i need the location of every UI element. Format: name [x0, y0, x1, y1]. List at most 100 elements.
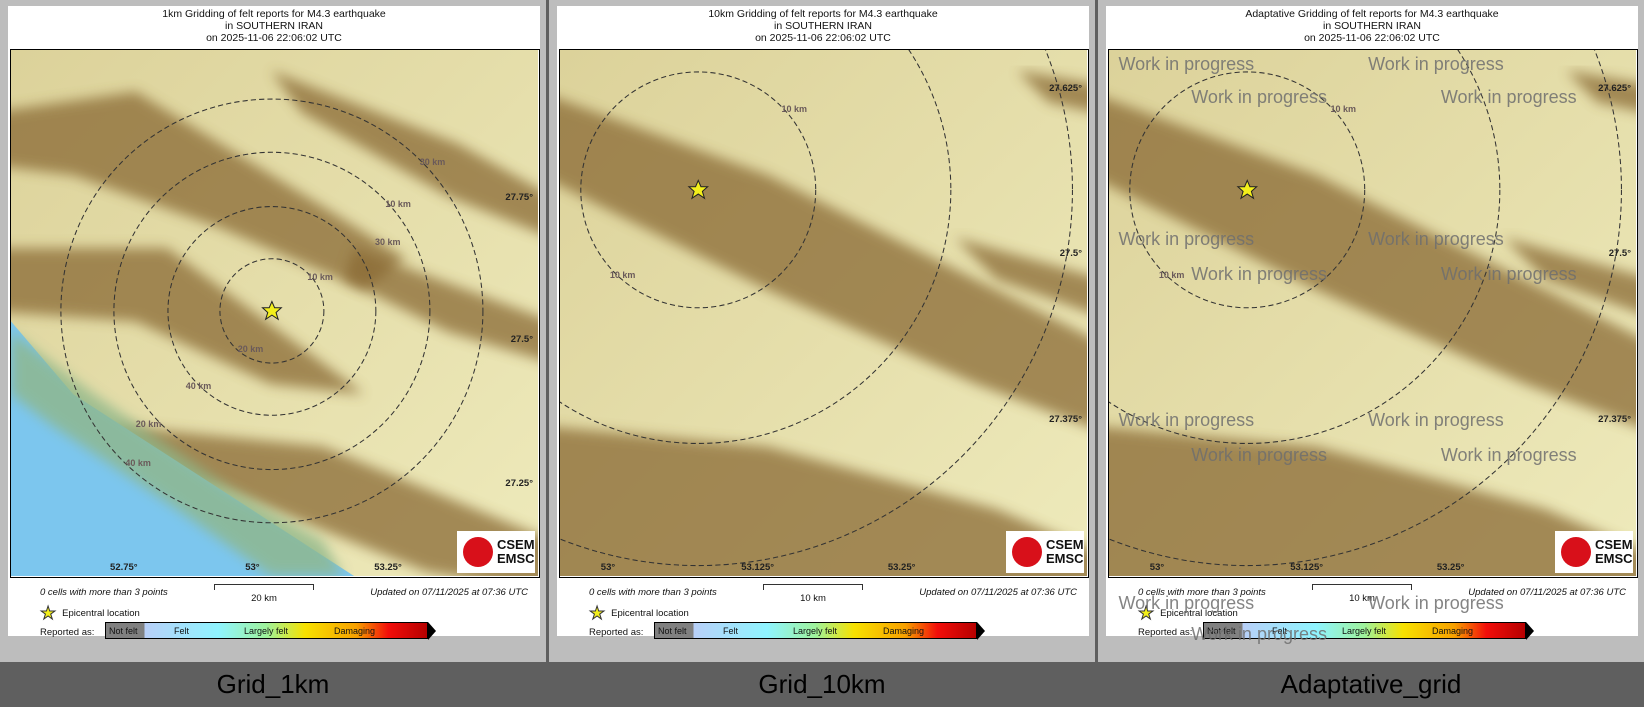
longitude-label: 53.125° — [1290, 562, 1324, 573]
work-in-progress-watermark: Work in progress — [1118, 409, 1255, 430]
work-in-progress-watermark: Work in progress — [1191, 264, 1327, 285]
panel-caption: Adaptative_grid — [1280, 669, 1462, 699]
logo-text: EMSC — [497, 551, 535, 566]
map[interactable]: 10 km 20 km 30 km 40 km 10 km 20 km 30 km 40 km… — [10, 49, 540, 578]
level-label: Largely felt — [793, 625, 838, 636]
logo-text: EMSC — [1595, 551, 1633, 566]
emsc-logo: CSEM EMSC — [1555, 531, 1633, 573]
title-line: in SOUTHERN IRAN — [224, 20, 323, 32]
scale-label: 10 km — [1349, 593, 1375, 604]
work-in-progress-watermark: Work in progress — [1118, 228, 1255, 249]
level-label: Not felt — [109, 625, 138, 636]
level-label: Not felt — [658, 625, 687, 636]
emsc-logo: CSEM EMSC — [457, 531, 535, 573]
epicenter-legend-label: Epicentral location — [611, 607, 689, 619]
longitude-label: 53.25° — [887, 562, 916, 573]
title-line: on 2025-11-06 22:06:02 UTC — [1304, 32, 1440, 44]
epicenter-legend: ★ Epicentral location — [39, 604, 140, 623]
intensity-colorbar: Not felt Felt Largely felt Damaging — [1203, 622, 1526, 639]
epicenter-star[interactable] — [261, 300, 283, 321]
panel-grid-10km: 10km Gridding of felt reports for M4.3 e… — [549, 0, 1095, 707]
work-in-progress-watermark: Work in progress — [1191, 87, 1327, 108]
work-in-progress-watermark: Work in progress — [1368, 409, 1504, 430]
mountain-ridge — [954, 237, 1087, 313]
work-in-progress-watermark: Work in progress — [1191, 445, 1327, 466]
ring-label: 40 km — [125, 457, 151, 468]
colorbar-arrow-icon — [428, 622, 436, 640]
reported-as-label: Reported as: — [589, 627, 644, 638]
ring-label: 10 km — [609, 270, 636, 281]
star-icon: ★ — [1137, 603, 1155, 623]
distance-ring — [560, 50, 1073, 566]
level-label: Largely felt — [1342, 625, 1387, 636]
work-in-progress-watermark: Work in progress — [1440, 445, 1577, 466]
mountain-ridge — [11, 248, 365, 395]
logo-text: CSEM — [1046, 537, 1084, 552]
map-title: Adaptative Gridding of felt reports for … — [1106, 6, 1638, 44]
work-in-progress-watermark: Work in progress — [1440, 264, 1577, 285]
longitude-label: 53.25° — [374, 562, 402, 573]
work-in-progress-watermark: Work in progress — [1368, 54, 1504, 75]
epicenter-star[interactable] — [1236, 179, 1258, 200]
mountain-ridge — [1109, 99, 1636, 426]
mountain-ridge — [1109, 427, 1636, 576]
panel-caption: Grid_10km — [758, 669, 886, 699]
distance-ring — [219, 258, 325, 364]
longitude-label: 53.125° — [741, 562, 775, 573]
latitude-label: 27.625° — [1049, 83, 1082, 95]
scale-bar — [1312, 584, 1412, 590]
latitude-label: 27.5° — [1608, 247, 1631, 259]
map-title: 1km Gridding of felt reports for M4.3 ea… — [8, 6, 540, 44]
longitude-label: 53° — [245, 562, 260, 573]
map[interactable]: 10 km 10 km 27.625° 27.5° 27.375° 53° 53.125° 5… — [559, 49, 1089, 578]
ring-label: 30 km — [375, 237, 401, 248]
work-in-progress-watermark: Work in progress — [1191, 624, 1327, 644]
longitude-label: 53° — [1149, 562, 1165, 573]
updated-timestamp: Updated on 07/11/2025 at 07:36 UTC — [1468, 587, 1626, 598]
colorbar-arrow-icon — [1526, 622, 1534, 640]
work-in-progress-watermark: Work in progress — [1368, 592, 1504, 613]
logo-text: EMSC — [1046, 551, 1084, 566]
distance-ring — [113, 151, 431, 471]
epicenter-legend: ★ Epicentral location — [1137, 603, 1238, 623]
emsc-logo: CSEM EMSC — [1006, 531, 1084, 573]
felt-map-card: 10km Gridding of felt reports for M4.3 e… — [557, 6, 1089, 640]
logo-text: CSEM — [1595, 537, 1633, 552]
updated-timestamp: Updated on 07/11/2025 at 07:36 UTC — [919, 587, 1077, 598]
title-line: 1km Gridding of felt reports for M4.3 ea… — [162, 8, 386, 20]
ring-label: 40 km — [185, 380, 212, 391]
epicenter-legend-label: Epicentral location — [1160, 607, 1238, 619]
logo-globe — [1561, 537, 1591, 567]
title-line: in SOUTHERN IRAN — [773, 20, 872, 32]
ring-label: 20 km — [237, 344, 264, 355]
epicenter-legend-label: Epicentral location — [62, 607, 140, 619]
level-label: Damaging — [883, 625, 925, 636]
map-title: 10km Gridding of felt reports for M4.3 e… — [557, 6, 1089, 44]
felt-map-card: Adaptative Gridding of felt reports for … — [1106, 6, 1638, 640]
ring-label: 10 km — [1158, 270, 1185, 281]
title-line: Adaptative Gridding of felt reports for … — [1245, 8, 1499, 20]
level-label: Damaging — [334, 625, 376, 636]
reported-as-label: Reported as: — [1138, 627, 1193, 638]
title-line: in SOUTHERN IRAN — [1322, 20, 1421, 32]
latitude-label: 27.625° — [1598, 83, 1631, 95]
distance-ring — [580, 71, 817, 309]
latitude-label: 27.25° — [505, 478, 533, 490]
latitude-label: 27.5° — [1059, 247, 1082, 259]
ring-label: 10 km — [781, 104, 808, 115]
work-in-progress-watermark: Work in progress — [1118, 54, 1255, 75]
updated-timestamp: Updated on 07/11/2025 at 07:36 UTC — [370, 587, 528, 598]
map[interactable]: 10 km 10 km 27.625° 27.5° 27.375° 53° 53.125° 5… — [1108, 49, 1638, 578]
distance-ring — [60, 98, 484, 524]
mountain-ridge — [270, 70, 538, 233]
level-label: Felt — [174, 625, 190, 636]
felt-map-card: 1km Gridding of felt reports for M4.3 ea… — [8, 6, 540, 640]
title-line: 10km Gridding of felt reports for M4.3 e… — [708, 8, 938, 20]
epicenter-star[interactable] — [687, 179, 709, 200]
map-canvas — [11, 50, 538, 576]
distance-ring — [560, 50, 952, 444]
scale-label: 10 km — [800, 593, 826, 604]
mountain-ridge — [1503, 237, 1636, 313]
panel-caption: Grid_1km — [216, 669, 330, 699]
ring-label: 10 km — [307, 271, 333, 282]
